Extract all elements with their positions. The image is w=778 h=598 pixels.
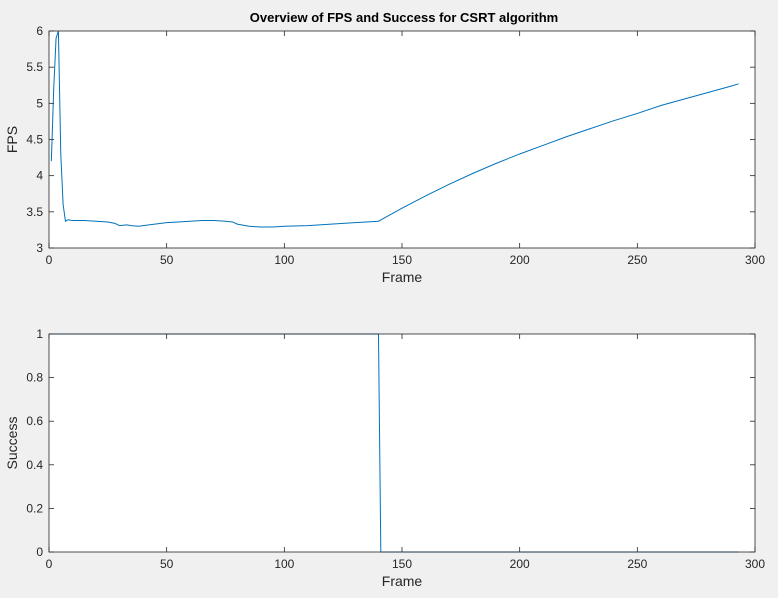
y-axis-label: FPS bbox=[4, 126, 20, 153]
y-tick-label: 0 bbox=[36, 545, 43, 559]
x-tick-label: 100 bbox=[274, 557, 294, 571]
y-tick-label: 4 bbox=[36, 169, 43, 183]
x-tick-label: 200 bbox=[510, 253, 530, 267]
x-tick-label: 150 bbox=[392, 557, 412, 571]
x-tick-label: 0 bbox=[46, 557, 53, 571]
y-tick-label: 3 bbox=[36, 241, 43, 255]
x-tick-label: 50 bbox=[160, 557, 174, 571]
y-tick-label: 3.5 bbox=[26, 205, 43, 219]
y-tick-label: 6 bbox=[36, 24, 43, 38]
y-tick-label: 0.2 bbox=[26, 501, 43, 515]
y-tick-label: 0.4 bbox=[26, 458, 43, 472]
x-tick-label: 250 bbox=[627, 253, 647, 267]
y-tick-label: 5.5 bbox=[26, 60, 43, 74]
plot-area bbox=[49, 31, 755, 248]
x-tick-label: 300 bbox=[745, 253, 765, 267]
y-tick-label: 5 bbox=[36, 96, 43, 110]
chart-title: Overview of FPS and Success for CSRT alg… bbox=[250, 10, 558, 25]
x-tick-label: 250 bbox=[627, 557, 647, 571]
x-tick-label: 50 bbox=[160, 253, 174, 267]
fps-axes: 0 50 100 150 200 250 300 3 3.5 4 4.5 5 5.5 6 Frame FPS bbox=[4, 24, 765, 285]
x-tick-label: 0 bbox=[46, 253, 53, 267]
y-tick-label: 1 bbox=[36, 327, 43, 341]
x-tick-label: 300 bbox=[745, 557, 765, 571]
x-tick-label: 100 bbox=[274, 253, 294, 267]
series-line bbox=[50, 30, 739, 228]
x-axis-label: Frame bbox=[382, 269, 423, 285]
success-axes: 0 50 100 150 200 250 300 0 0.2 0.4 0.6 0.8 1 Frame Suc… bbox=[4, 327, 765, 589]
x-tick-label: 200 bbox=[510, 557, 530, 571]
plot-area bbox=[49, 334, 755, 552]
y-axis-label: Success bbox=[4, 417, 20, 470]
y-tick-label: 0.8 bbox=[26, 371, 43, 385]
x-axis-label: Frame bbox=[382, 573, 423, 589]
y-tick-label: 4.5 bbox=[26, 133, 43, 147]
x-tick-label: 150 bbox=[392, 253, 412, 267]
y-tick-label: 0.6 bbox=[26, 414, 43, 428]
